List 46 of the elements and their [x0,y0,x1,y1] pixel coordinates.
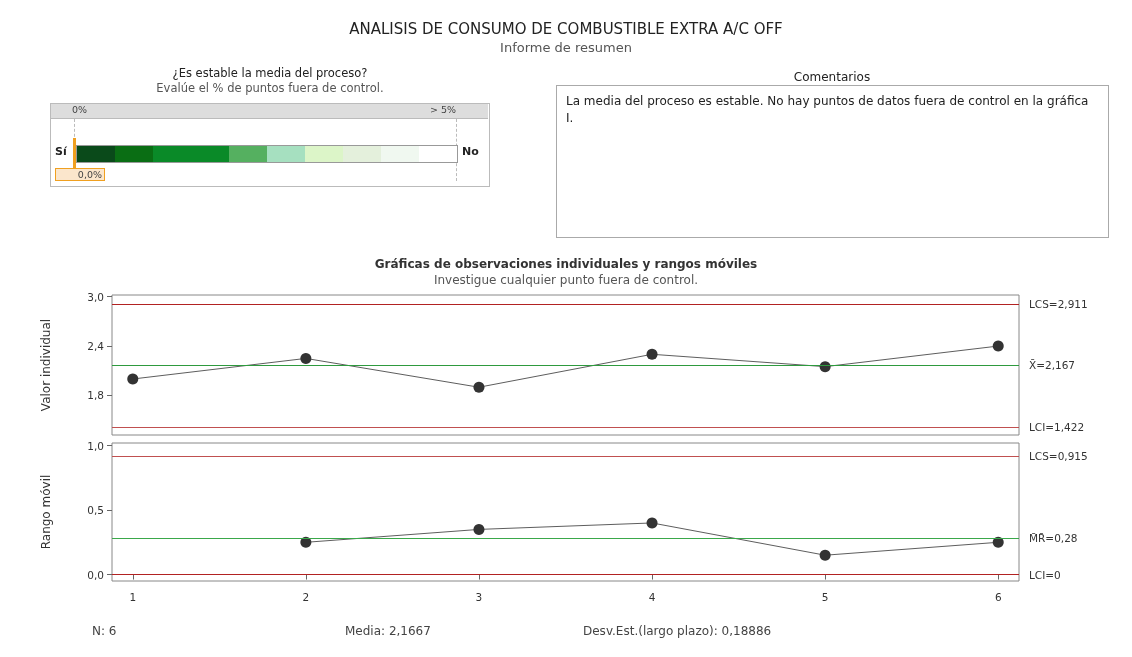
text: > 5% [430,104,457,115]
ref-line-label: LCI=0 [1029,568,1061,581]
point [300,352,312,364]
chart-subtitle: Investigue cualquier punto fuera de control. [433,273,699,287]
y-tick-label: 0,5 [87,504,104,517]
x-tick-label: 6 [994,590,1002,603]
ref-line-label: M̄R̄=0,28 [1029,532,1078,545]
text: N: 6 [92,624,117,638]
point [646,348,658,360]
point [992,536,1004,548]
text: 0% [72,104,88,115]
y-tick-label: 0,0 [87,568,104,581]
x-tick-label: 5 [821,590,829,603]
point [127,373,139,385]
x-tick-label: 2 [302,590,310,603]
point [819,549,831,561]
y-tick-label: 2,4 [87,340,105,353]
y-tick-label: 1,8 [87,389,104,402]
text: ANALISIS DE CONSUMO DE COMBUSTIBLE EXTRA A/C OFF [348,20,784,38]
x-tick-label: 3 [475,590,483,603]
point [300,536,312,548]
ref-line-label: X̄=2,167 [1029,359,1076,371]
ref-line-label: LCI=1,422 [1029,420,1085,433]
point [992,340,1004,352]
x-tick-label: 1 [129,590,137,603]
y-tick-label: 1,0 [87,439,104,452]
ref-line-label: LCS=2,911 [1029,298,1088,311]
text: Informe de resumen [499,40,633,55]
text: Evalúe el % de puntos fuera de control. [155,81,385,95]
y-axis-title: Valor individual [39,318,53,412]
x-tick-label: 4 [648,590,656,603]
text: Desv.Est.(largo plazo): 0,18886 [583,624,772,638]
text: No [462,145,479,158]
point [646,517,658,529]
text: La media del proceso es estable. No hay puntos de datos fuera de control en la gráfica I. [566,93,1090,127]
y-tick-label: 3,0 [87,290,104,303]
text: Sí [55,145,67,158]
text: Comentarios [792,70,872,84]
ref-line-label: LCS=0,915 [1029,449,1088,462]
chart-title: Gráficas de observaciones individuales y rangos móviles [374,257,758,271]
text: ¿Es estable la media del proceso? [171,66,369,80]
point [473,381,485,393]
text: Media: 2,1667 [345,624,431,638]
text: 0,0% [55,168,105,181]
y-axis-title: Rango móvil [39,474,53,550]
point [473,523,485,535]
